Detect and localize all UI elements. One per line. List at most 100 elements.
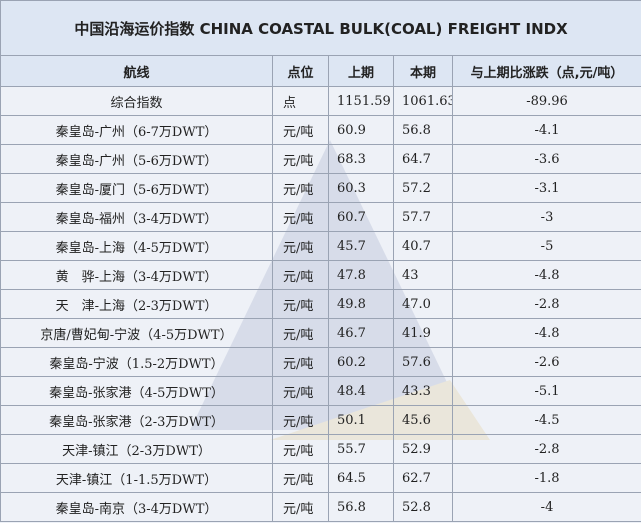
cell: 46.7 bbox=[328, 318, 394, 348]
cell: 秦皇岛-张家港（4-5万DWT） bbox=[0, 376, 273, 406]
data-row: 秦皇岛-南京（3-4万DWT） 元/吨 56.8 52.8 -4 bbox=[0, 492, 641, 522]
cell: 62.7 bbox=[393, 463, 453, 493]
data-row: 天津-镇江（2-3万DWT） 元/吨 55.7 52.9 -2.8 bbox=[0, 434, 641, 464]
cell: 元/吨 bbox=[272, 434, 329, 464]
cell: 50.1 bbox=[328, 405, 394, 435]
cell: 57.7 bbox=[393, 202, 453, 232]
cell: 64.5 bbox=[328, 463, 394, 493]
data-row: 综合指数点 1151.59 1061.63 -89.96 bbox=[0, 86, 641, 116]
data-row: 秦皇岛-广州（5-6万DWT） 元/吨 68.3 64.7 -3.6 bbox=[0, 144, 641, 174]
cell: 元/吨 bbox=[272, 376, 329, 406]
cell: -4.5 bbox=[451, 405, 641, 435]
title-row: 中国沿海运价指数 CHINA COASTAL BULK(COAL) FREIGH… bbox=[0, 0, 641, 56]
cell: 元/吨 bbox=[272, 173, 329, 203]
cell: 黄 骅-上海（3-4万DWT） bbox=[0, 260, 273, 290]
data-row: 天 津-上海（2-3万DWT） 元/吨 49.8 47.0 -2.8 bbox=[0, 289, 641, 319]
cell: 45.6 bbox=[393, 405, 453, 435]
cell: -1.8 bbox=[451, 463, 641, 493]
header-cell: 与上期比涨跌（点,元/吨） bbox=[451, 55, 641, 87]
header-cell: 航线 bbox=[0, 55, 273, 87]
cell: -3.1 bbox=[451, 173, 641, 203]
cell: -5.1 bbox=[451, 376, 641, 406]
cell: 秦皇岛-上海（4-5万DWT） bbox=[0, 231, 273, 261]
table-title: 中国沿海运价指数 CHINA COASTAL BULK(COAL) FREIGH… bbox=[0, 0, 641, 56]
cell: 京唐/曹妃甸-宁波（4-5万DWT） bbox=[0, 318, 273, 348]
data-row: 天津-镇江（1-1.5万DWT） 元/吨 64.5 62.7 -1.8 bbox=[0, 463, 641, 493]
cell: 秦皇岛-广州（6-7万DWT） bbox=[0, 115, 273, 145]
cell: 56.8 bbox=[328, 492, 394, 522]
cell: 45.7 bbox=[328, 231, 394, 261]
cell: 48.4 bbox=[328, 376, 394, 406]
cell: 56.8 bbox=[393, 115, 453, 145]
cell: 元/吨 bbox=[272, 318, 329, 348]
cell: -4.8 bbox=[451, 260, 641, 290]
header-cell: 本期 bbox=[393, 55, 453, 87]
cell: 秦皇岛-厦门（5-6万DWT） bbox=[0, 173, 273, 203]
cell: 40.7 bbox=[393, 231, 453, 261]
cell: 天津-镇江（2-3万DWT） bbox=[0, 434, 273, 464]
cell: 元/吨 bbox=[272, 231, 329, 261]
cell: -4.8 bbox=[451, 318, 641, 348]
data-row: 秦皇岛-广州（6-7万DWT） 元/吨 60.9 56.8 -4.1 bbox=[0, 115, 641, 145]
cell: 天津-镇江（1-1.5万DWT） bbox=[0, 463, 273, 493]
header-row: 航线 点位 上期 本期 与上期比涨跌（点,元/吨） bbox=[0, 55, 641, 87]
data-row: 京唐/曹妃甸-宁波（4-5万DWT） 元/吨 46.7 41.9 -4.8 bbox=[0, 318, 641, 348]
cell: 43 bbox=[393, 260, 453, 290]
cell: 秦皇岛-张家港（2-3万DWT） bbox=[0, 405, 273, 435]
cell: 1151.59 bbox=[328, 86, 394, 116]
data-row: 秦皇岛-张家港（4-5万DWT） 元/吨 48.4 43.3 -5.1 bbox=[0, 376, 641, 406]
data-row: 秦皇岛-上海（4-5万DWT） 元/吨 45.7 40.7 -5 bbox=[0, 231, 641, 261]
cell: -89.96 bbox=[451, 86, 641, 116]
cell: 点 bbox=[272, 86, 329, 116]
cell: 元/吨 bbox=[272, 260, 329, 290]
data-row: 黄 骅-上海（3-4万DWT） 元/吨 47.8 43 -4.8 bbox=[0, 260, 641, 290]
cell: 49.8 bbox=[328, 289, 394, 319]
header-cell: 点位 bbox=[272, 55, 329, 87]
cell: 元/吨 bbox=[272, 492, 329, 522]
data-row: 秦皇岛-宁波（1.5-2万DWT） 元/吨 60.2 57.6 -2.6 bbox=[0, 347, 641, 377]
cell: 秦皇岛-福州（3-4万DWT） bbox=[0, 202, 273, 232]
cell: -3.6 bbox=[451, 144, 641, 174]
cell: 68.3 bbox=[328, 144, 394, 174]
cell: 52.8 bbox=[393, 492, 453, 522]
cell: 57.2 bbox=[393, 173, 453, 203]
cell: 43.3 bbox=[393, 376, 453, 406]
cell: -2.6 bbox=[451, 347, 641, 377]
cell: 天 津-上海（2-3万DWT） bbox=[0, 289, 273, 319]
cell: -5 bbox=[451, 231, 641, 261]
cell: 元/吨 bbox=[272, 347, 329, 377]
cell: 元/吨 bbox=[272, 144, 329, 174]
cell: 55.7 bbox=[328, 434, 394, 464]
cell: 41.9 bbox=[393, 318, 453, 348]
cell: -4.1 bbox=[451, 115, 641, 145]
cell: 47.8 bbox=[328, 260, 394, 290]
cell: 52.9 bbox=[393, 434, 453, 464]
cell: 1061.63 bbox=[393, 86, 453, 116]
cell: -2.8 bbox=[451, 289, 641, 319]
cell: 秦皇岛-宁波（1.5-2万DWT） bbox=[0, 347, 273, 377]
cell: 64.7 bbox=[393, 144, 453, 174]
cell: 47.0 bbox=[393, 289, 453, 319]
cell: 秦皇岛-南京（3-4万DWT） bbox=[0, 492, 273, 522]
cell: 57.6 bbox=[393, 347, 453, 377]
cell: 60.2 bbox=[328, 347, 394, 377]
cell: 60.9 bbox=[328, 115, 394, 145]
cell: 秦皇岛-广州（5-6万DWT） bbox=[0, 144, 273, 174]
cell: 元/吨 bbox=[272, 463, 329, 493]
cell: -4 bbox=[451, 492, 641, 522]
data-row: 秦皇岛-张家港（2-3万DWT） 元/吨 50.1 45.6 -4.5 bbox=[0, 405, 641, 435]
cell: -2.8 bbox=[451, 434, 641, 464]
data-row: 秦皇岛-福州（3-4万DWT） 元/吨 60.7 57.7 -3 bbox=[0, 202, 641, 232]
cell: 元/吨 bbox=[272, 289, 329, 319]
cell: 元/吨 bbox=[272, 405, 329, 435]
cell: 元/吨 bbox=[272, 115, 329, 145]
data-row: 秦皇岛-厦门（5-6万DWT） 元/吨 60.3 57.2 -3.1 bbox=[0, 173, 641, 203]
cell: 元/吨 bbox=[272, 202, 329, 232]
cell: -3 bbox=[451, 202, 641, 232]
cell: 60.7 bbox=[328, 202, 394, 232]
header-cell: 上期 bbox=[328, 55, 394, 87]
cell: 综合指数 bbox=[0, 86, 273, 116]
cell: 60.3 bbox=[328, 173, 394, 203]
